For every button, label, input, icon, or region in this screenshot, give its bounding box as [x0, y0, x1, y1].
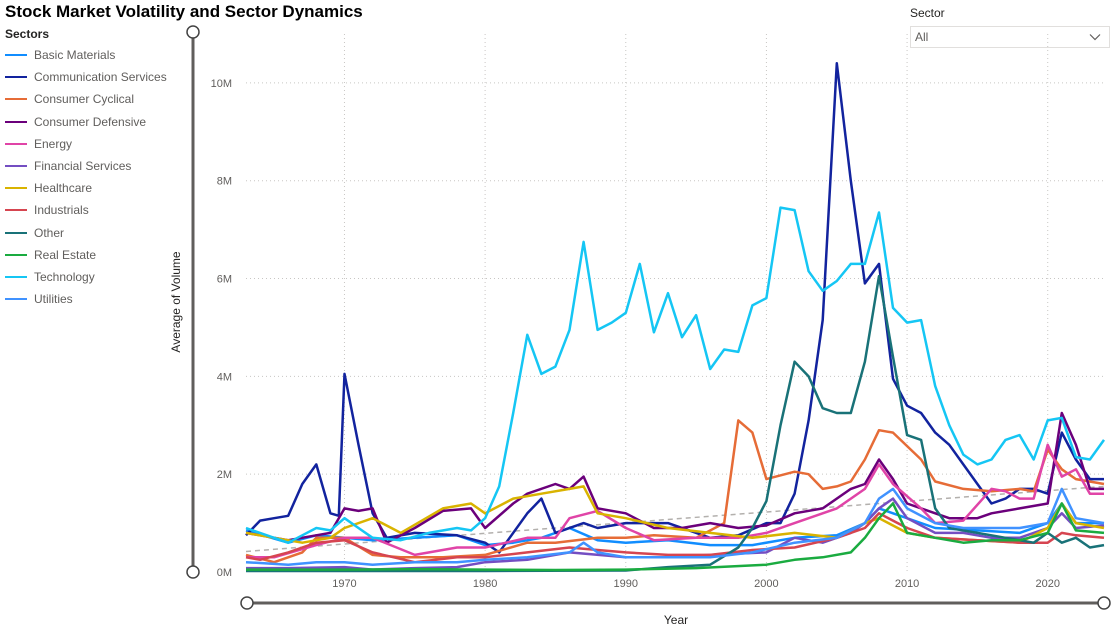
legend-label: Utilities: [34, 292, 73, 307]
y-tick-label: 8M: [217, 176, 232, 188]
legend-item-consumer-cyclical[interactable]: Consumer Cyclical: [5, 88, 180, 110]
legend-swatch: [5, 54, 27, 57]
legend-item-energy[interactable]: Energy: [5, 133, 180, 155]
legend-item-basic-materials[interactable]: Basic Materials: [5, 44, 180, 66]
legend-label: Consumer Cyclical: [34, 92, 135, 107]
x-tick-label: 1990: [614, 578, 638, 590]
legend-label: Basic Materials: [34, 48, 116, 63]
y-tick-label: 0M: [217, 567, 232, 579]
x-tick-label: 1980: [473, 578, 497, 590]
legend-swatch: [5, 120, 27, 123]
series-line-technology: [245, 206, 1106, 544]
y-zoom-slider-top-handle[interactable]: [186, 25, 200, 39]
legend-label: Technology: [34, 269, 95, 284]
legend-label: Other: [34, 225, 65, 240]
legend-label: Industrials: [34, 203, 89, 218]
x-tick-label: 2020: [1035, 578, 1059, 590]
sector-slicer: Sector All: [910, 6, 1110, 48]
series-line-energy: [246, 443, 1104, 559]
legend-label: Energy: [34, 136, 73, 151]
x-tick-label: 2000: [754, 578, 778, 590]
legend-swatch: [5, 275, 27, 278]
legend-label: Real Estate: [34, 247, 97, 262]
y-axis-label: Average of Volume: [169, 251, 183, 353]
legend-item-real-estate[interactable]: Real Estate: [5, 244, 180, 266]
chevron-down-icon[interactable]: [1088, 30, 1102, 47]
legend-item-communication-services[interactable]: Communication Services: [5, 66, 180, 88]
legend-title: Sectors: [5, 27, 50, 41]
y-tick-label: 6M: [217, 274, 232, 286]
series-line-financial-services: [246, 497, 1105, 571]
legend-swatch: [5, 298, 27, 301]
legend-swatch: [5, 165, 27, 168]
y-tick-label: 4M: [217, 371, 232, 383]
legend-item-consumer-defensive[interactable]: Consumer Defensive: [5, 111, 180, 133]
y-zoom-slider-bottom-handle[interactable]: [186, 565, 200, 579]
legend-item-other[interactable]: Other: [5, 222, 180, 244]
range-sliders: [186, 25, 1111, 610]
x-tick-label: 1970: [332, 578, 356, 590]
y-tick-label: 10M: [211, 78, 232, 90]
y-tick-label: 2M: [217, 469, 232, 481]
chart-series: [245, 62, 1106, 573]
legend-item-healthcare[interactable]: Healthcare: [5, 177, 180, 199]
series-line-other: [246, 274, 1105, 573]
legend-items: Basic Materials Communication Services Con…: [5, 44, 180, 310]
legend-item-technology[interactable]: Technology: [5, 266, 180, 288]
legend-swatch: [5, 187, 27, 190]
series-line-consumer-defensive: [245, 411, 1104, 544]
legend-item-industrials[interactable]: Industrials: [5, 199, 180, 221]
legend-swatch: [5, 231, 27, 234]
x-tick-label: 2010: [895, 578, 919, 590]
series-line-utilities: [245, 487, 1105, 566]
x-axis-label: Year: [664, 613, 688, 627]
series-line-consumer-cyclical: [245, 419, 1105, 564]
sector-dropdown-value: All: [915, 30, 929, 44]
slicer-label: Sector: [910, 6, 945, 20]
legend-label: Communication Services: [34, 70, 167, 85]
legend: Sectors Basic Materials Communication Ser…: [5, 27, 180, 310]
sector-dropdown[interactable]: All: [910, 26, 1110, 48]
series-line-real-estate: [246, 502, 1105, 572]
legend-swatch: [5, 142, 27, 145]
axis-ticks: 0M 2M 4M 6M 8M 10M 1970 1980 1990 2000 2010 2020: [211, 78, 1060, 590]
legend-swatch: [5, 253, 27, 256]
x-zoom-slider-right-handle[interactable]: [1097, 596, 1111, 610]
chart-title: Stock Market Volatility and Sector Dynam…: [5, 2, 363, 21]
legend-swatch: [5, 98, 27, 101]
legend-swatch: [5, 209, 27, 212]
series-line-communication-services: [245, 62, 1104, 554]
legend-label: Financial Services: [34, 159, 132, 174]
legend-item-financial-services[interactable]: Financial Services: [5, 155, 180, 177]
x-zoom-slider-left-handle[interactable]: [240, 596, 254, 610]
legend-item-utilities[interactable]: Utilities: [5, 288, 180, 310]
legend-label: Consumer Defensive: [34, 114, 147, 129]
legend-label: Healthcare: [34, 181, 93, 196]
legend-swatch: [5, 76, 27, 79]
chart-grid: [245, 34, 1105, 572]
